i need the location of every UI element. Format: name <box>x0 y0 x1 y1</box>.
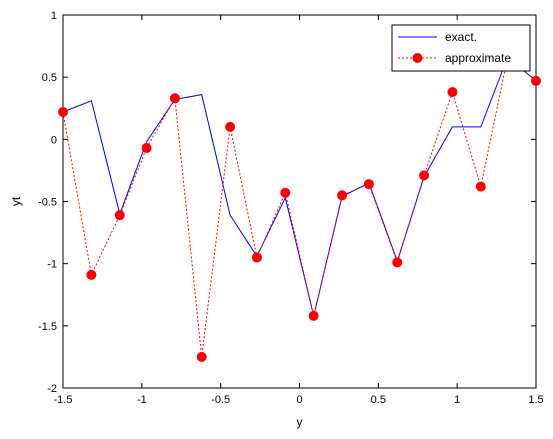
series-line-exact <box>62 56 537 317</box>
plot-area <box>62 14 537 389</box>
data-point-approximate <box>114 210 125 221</box>
data-point-approximate <box>363 179 374 190</box>
series-layer <box>58 52 541 362</box>
legend-box <box>391 24 531 72</box>
data-point-approximate <box>531 75 541 86</box>
data-point-approximate <box>169 93 180 104</box>
data-point-approximate <box>58 106 68 117</box>
data-point-approximate <box>86 269 97 280</box>
x-tick-label: 0.5 <box>371 394 386 406</box>
data-point-approximate <box>447 87 458 98</box>
x-tick-label: -0.5 <box>211 394 230 406</box>
data-point-approximate <box>196 351 207 362</box>
x-tick-label: -1 <box>137 394 147 406</box>
legend: exact. approximate <box>391 24 531 72</box>
y-axis-label: yt <box>9 196 23 206</box>
y-tick-label: 0.5 <box>42 72 57 84</box>
legend-approximate-marker <box>412 53 423 63</box>
x-axis-label: y <box>297 415 303 429</box>
y-tick-label: -1.5 <box>38 321 57 333</box>
data-point-approximate <box>337 190 348 201</box>
data-point-approximate <box>251 252 262 263</box>
x-tick-label: 0 <box>296 394 302 406</box>
data-point-approximate <box>141 143 152 154</box>
y-tick-label: -2 <box>47 383 57 395</box>
x-tick-label: 1 <box>454 394 460 406</box>
x-tick-label: 1.5 <box>528 394 543 406</box>
data-point-approximate <box>280 187 291 198</box>
legend-exact-label: exact. <box>445 30 477 44</box>
axis-ticks: -1.5 -1 -0.5 0 0.5 1 1.5-2-1.5-1-0.500.51 <box>38 10 544 406</box>
x-tick-label: -1.5 <box>54 394 73 406</box>
y-tick-label: -1 <box>47 259 57 271</box>
data-point-approximate <box>308 310 319 321</box>
legend-approximate-label: approximate <box>445 51 511 65</box>
data-point-approximate <box>475 181 486 192</box>
data-point-approximate <box>392 257 403 268</box>
data-point-approximate <box>225 121 236 132</box>
y-tick-label: 0 <box>51 134 57 146</box>
y-tick-label: -0.5 <box>38 197 57 209</box>
data-point-approximate <box>419 170 430 181</box>
y-tick-label: 1 <box>51 10 57 22</box>
